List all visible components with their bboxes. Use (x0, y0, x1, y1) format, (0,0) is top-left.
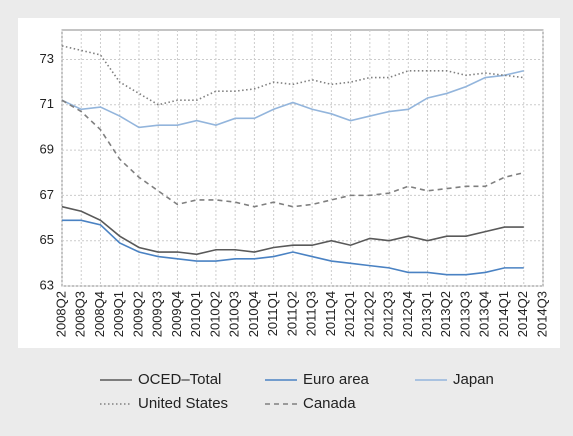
x-tick-label: 2014Q2 (515, 291, 530, 337)
x-tick-label: 2009Q2 (130, 291, 145, 337)
legend-label: OCED–Total (138, 371, 221, 388)
x-tick-label: 2014Q1 (496, 291, 511, 337)
x-tick-label: 2011Q3 (304, 291, 319, 336)
y-tick-label: 69 (40, 142, 54, 157)
y-tick-label: 63 (40, 277, 54, 292)
x-tick-label: 2014Q3 (534, 291, 549, 337)
x-tick-label: 2012Q2 (361, 291, 376, 337)
x-tick-label: 2012Q1 (342, 291, 357, 337)
y-tick-label: 73 (40, 51, 54, 66)
y-tick-label: 71 (40, 96, 54, 111)
x-tick-label: 2010Q2 (207, 291, 222, 337)
x-tick-label: 2011Q2 (284, 291, 299, 336)
legend-label: Japan (453, 371, 494, 388)
series-line (62, 219, 524, 276)
x-tick-label: 2011Q4 (323, 291, 338, 336)
series-line (61, 45, 524, 106)
x-tick-label: 2011Q1 (265, 291, 280, 336)
x-tick-label: 2008Q4 (92, 291, 107, 337)
legend-label: United States (138, 395, 228, 412)
x-tick-label: 2008Q2 (53, 291, 68, 337)
x-tick-label: 2010Q3 (227, 291, 242, 337)
y-tick-label: 67 (40, 187, 54, 202)
legend-label: Canada (303, 395, 356, 412)
x-tick-label: 2009Q1 (111, 291, 126, 337)
x-tick-label: 2013Q3 (457, 291, 472, 337)
series-line (61, 70, 524, 129)
plot-panel (18, 18, 560, 348)
x-tick-label: 2009Q3 (150, 291, 165, 337)
x-tick-label: 2010Q4 (246, 291, 261, 337)
y-tick-label: 65 (40, 232, 54, 247)
x-tick-label: 2013Q1 (419, 291, 434, 337)
x-tick-label: 2013Q2 (438, 291, 453, 337)
x-tick-label: 2013Q4 (477, 291, 492, 337)
legend-label: Euro area (303, 371, 370, 388)
series-line (61, 99, 524, 208)
x-tick-label: 2010Q1 (188, 291, 203, 337)
x-tick-label: 2012Q3 (381, 291, 396, 337)
x-tick-label: 2012Q4 (400, 291, 415, 337)
x-tick-label: 2008Q3 (73, 291, 88, 337)
series-line (61, 205, 524, 256)
x-tick-label: 2009Q4 (169, 291, 184, 337)
